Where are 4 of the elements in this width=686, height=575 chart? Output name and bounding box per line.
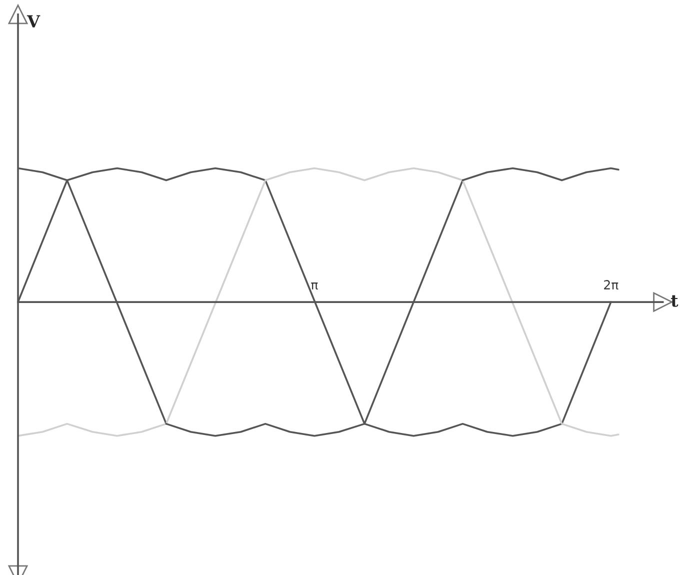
text: V: [26, 15, 40, 28]
x-axis-title: t: [670, 295, 678, 307]
x-tick-label: π: [311, 282, 318, 290]
x-tick-label: 2π: [604, 280, 618, 290]
